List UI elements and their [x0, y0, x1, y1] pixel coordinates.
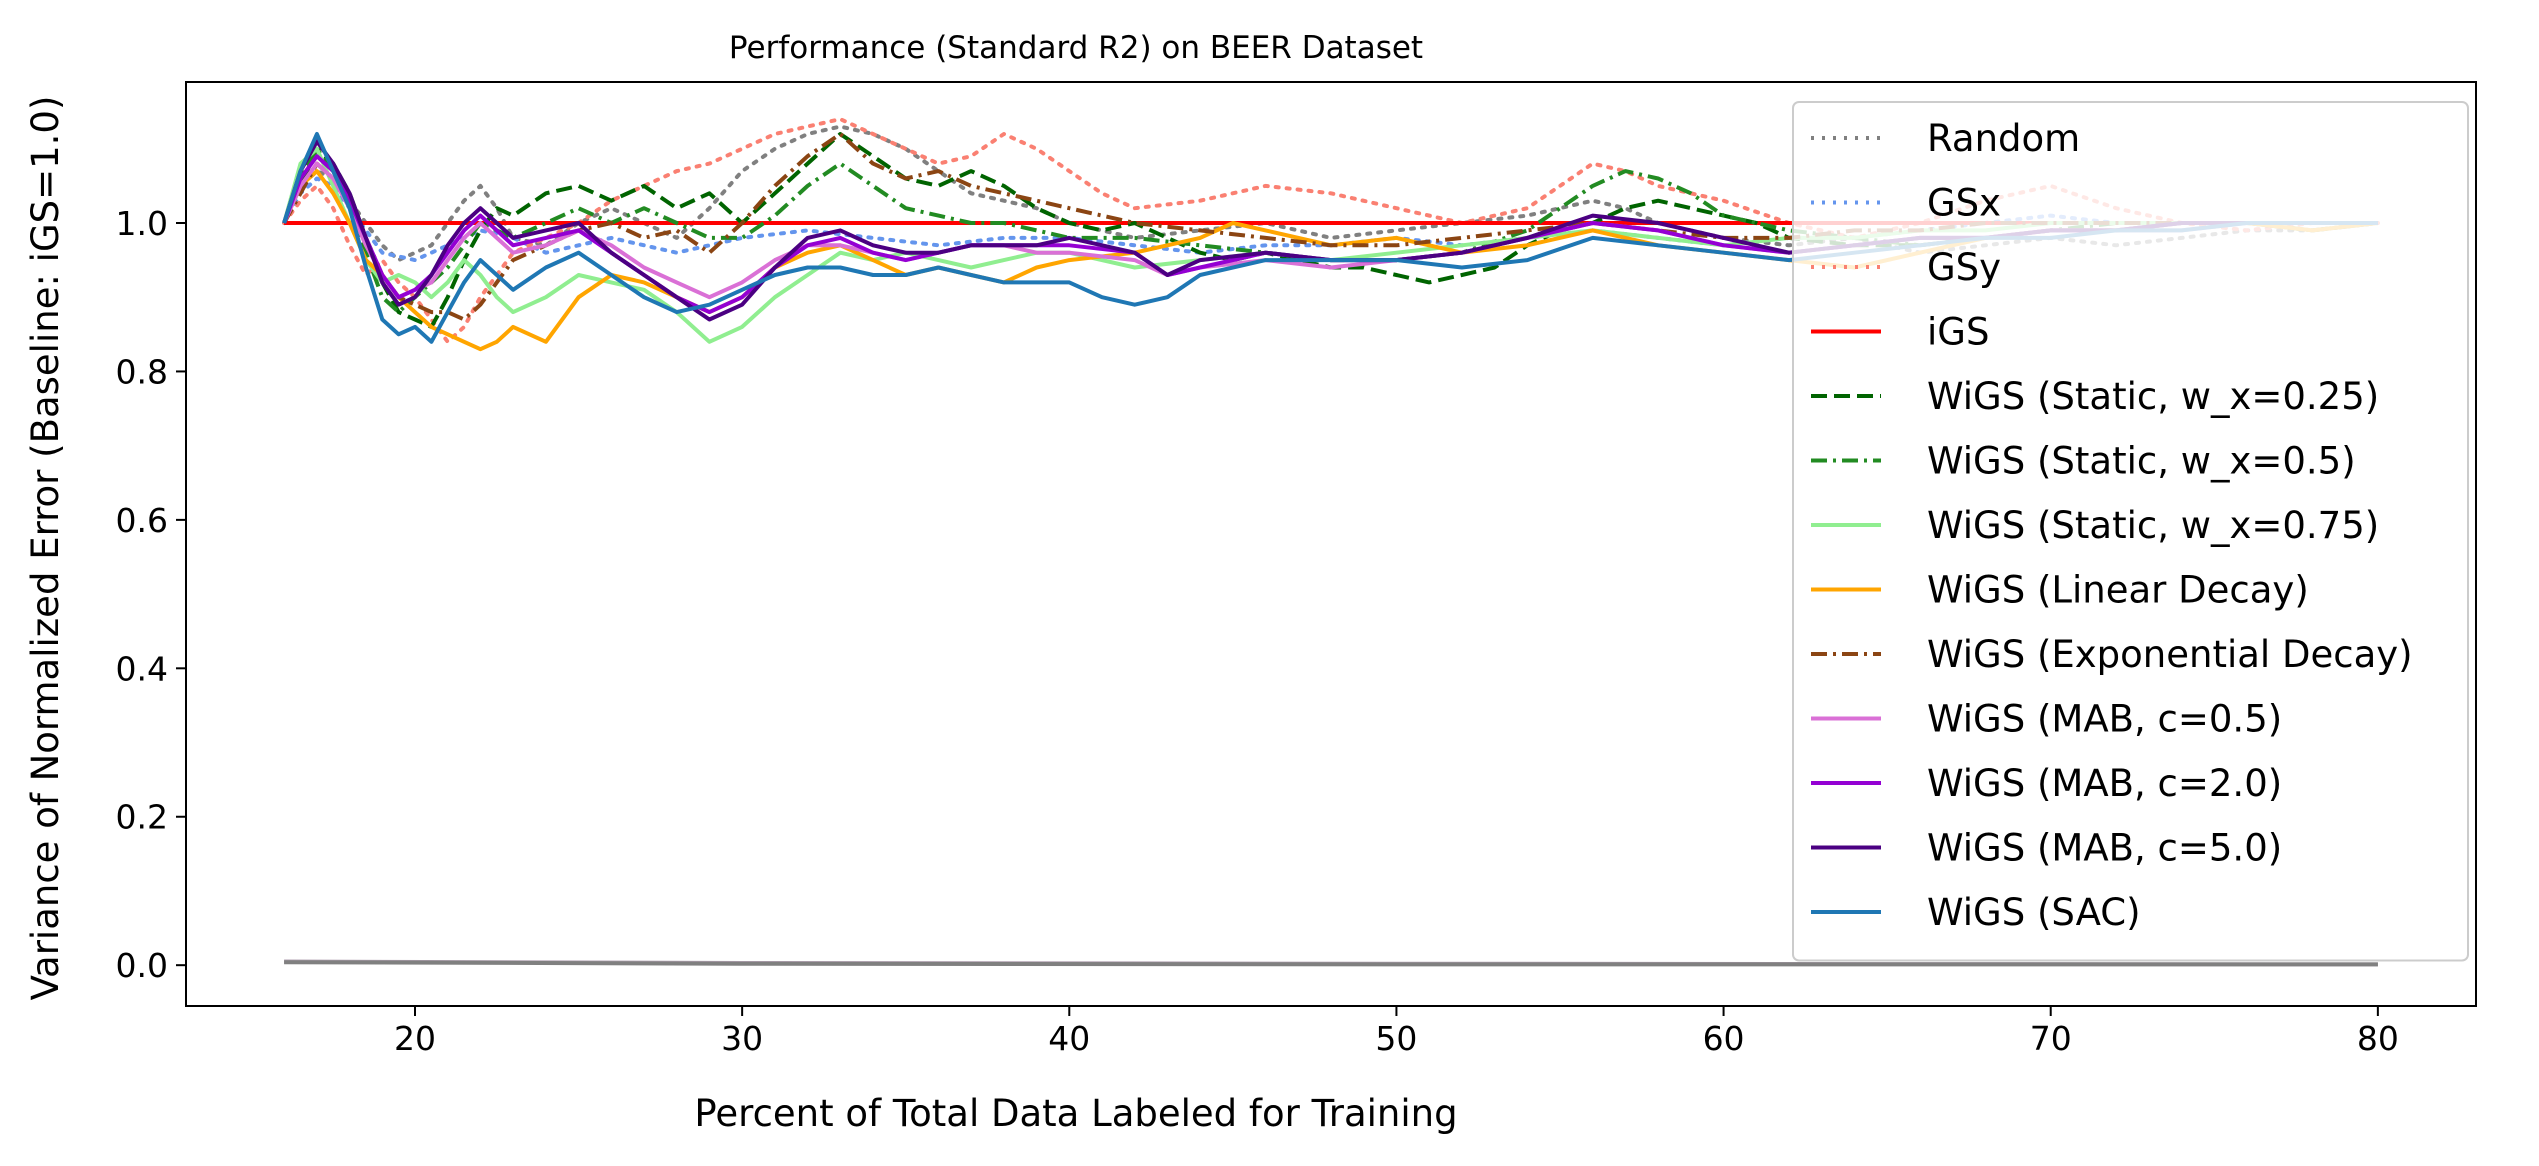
legend-label: WiGS (Exponential Decay)	[1927, 633, 2413, 676]
legend-box	[1792, 101, 2469, 962]
x-tick-label: 80	[2357, 1019, 2399, 1058]
legend-label: WiGS (Static, w_x=0.5)	[1927, 440, 2356, 483]
y-axis-label: Variance of Normalized Error (Baseline: …	[24, 96, 67, 1001]
legend-label: Random	[1927, 117, 2080, 160]
legend-label: WiGS (MAB, c=5.0)	[1927, 827, 2282, 870]
x-tick-label: 70	[2030, 1019, 2072, 1058]
legend-item: GSx	[1811, 182, 2001, 225]
x-axis: 20 30 40 50 60 70 80	[394, 1006, 2399, 1058]
y-tick-label: 0.4	[116, 649, 168, 688]
legend-item: WiGS (SAC)	[1811, 891, 2141, 934]
legend-item: WiGS (Static, w_x=0.25)	[1811, 375, 2379, 418]
y-tick-label: 0.8	[116, 352, 168, 391]
legend-label: WiGS (Linear Decay)	[1927, 569, 2309, 612]
legend-label: WiGS (Static, w_x=0.75)	[1927, 504, 2379, 547]
y-tick-label: 0.2	[116, 798, 168, 837]
y-tick-label: 0.6	[116, 501, 168, 540]
series-line	[284, 960, 2378, 967]
legend-item: WiGS (Static, w_x=0.75)	[1811, 504, 2379, 547]
legend-label: GSx	[1927, 182, 2001, 225]
x-tick-label: 40	[1048, 1019, 1090, 1058]
x-tick-label: 60	[1703, 1019, 1745, 1058]
y-tick-label: 1.0	[116, 204, 168, 243]
legend-item: Random	[1811, 117, 2080, 160]
legend-item: WiGS (MAB, c=2.0)	[1811, 762, 2282, 805]
chart-title: Performance (Standard R2) on BEER Datase…	[729, 30, 1423, 66]
plot-frame	[185, 81, 2477, 1007]
legend-label: WiGS (MAB, c=0.5)	[1927, 698, 2282, 741]
legend-item: GSy	[1811, 246, 2001, 289]
legend-item: iGS	[1811, 311, 1989, 354]
legend-item: WiGS (Exponential Decay)	[1811, 633, 2413, 676]
x-axis-label: Percent of Total Data Labeled for Traini…	[694, 1092, 1457, 1135]
legend-item: WiGS (Static, w_x=0.5)	[1811, 440, 2356, 483]
legend-label: WiGS (MAB, c=2.0)	[1927, 762, 2282, 805]
legend-label: GSy	[1927, 246, 2001, 289]
x-tick-label: 50	[1375, 1019, 1417, 1058]
legend-item: WiGS (MAB, c=5.0)	[1811, 827, 2282, 870]
y-tick-label: 0.0	[116, 946, 168, 985]
x-tick-label: 20	[394, 1019, 436, 1058]
y-axis: 0.0 0.2 0.4 0.6 0.8 1.0	[116, 204, 186, 985]
x-tick-label: 30	[721, 1019, 763, 1058]
legend-item: WiGS (Linear Decay)	[1811, 569, 2309, 612]
legend-item: WiGS (MAB, c=0.5)	[1811, 698, 2282, 741]
legend: Random GSx GSy iGS WiGS (Static, w_x=0.25) Wi…	[1792, 101, 2469, 962]
legend-label: iGS	[1927, 311, 1989, 354]
legend-label: WiGS (Static, w_x=0.25)	[1927, 375, 2379, 418]
legend-label: WiGS (SAC)	[1927, 891, 2141, 934]
